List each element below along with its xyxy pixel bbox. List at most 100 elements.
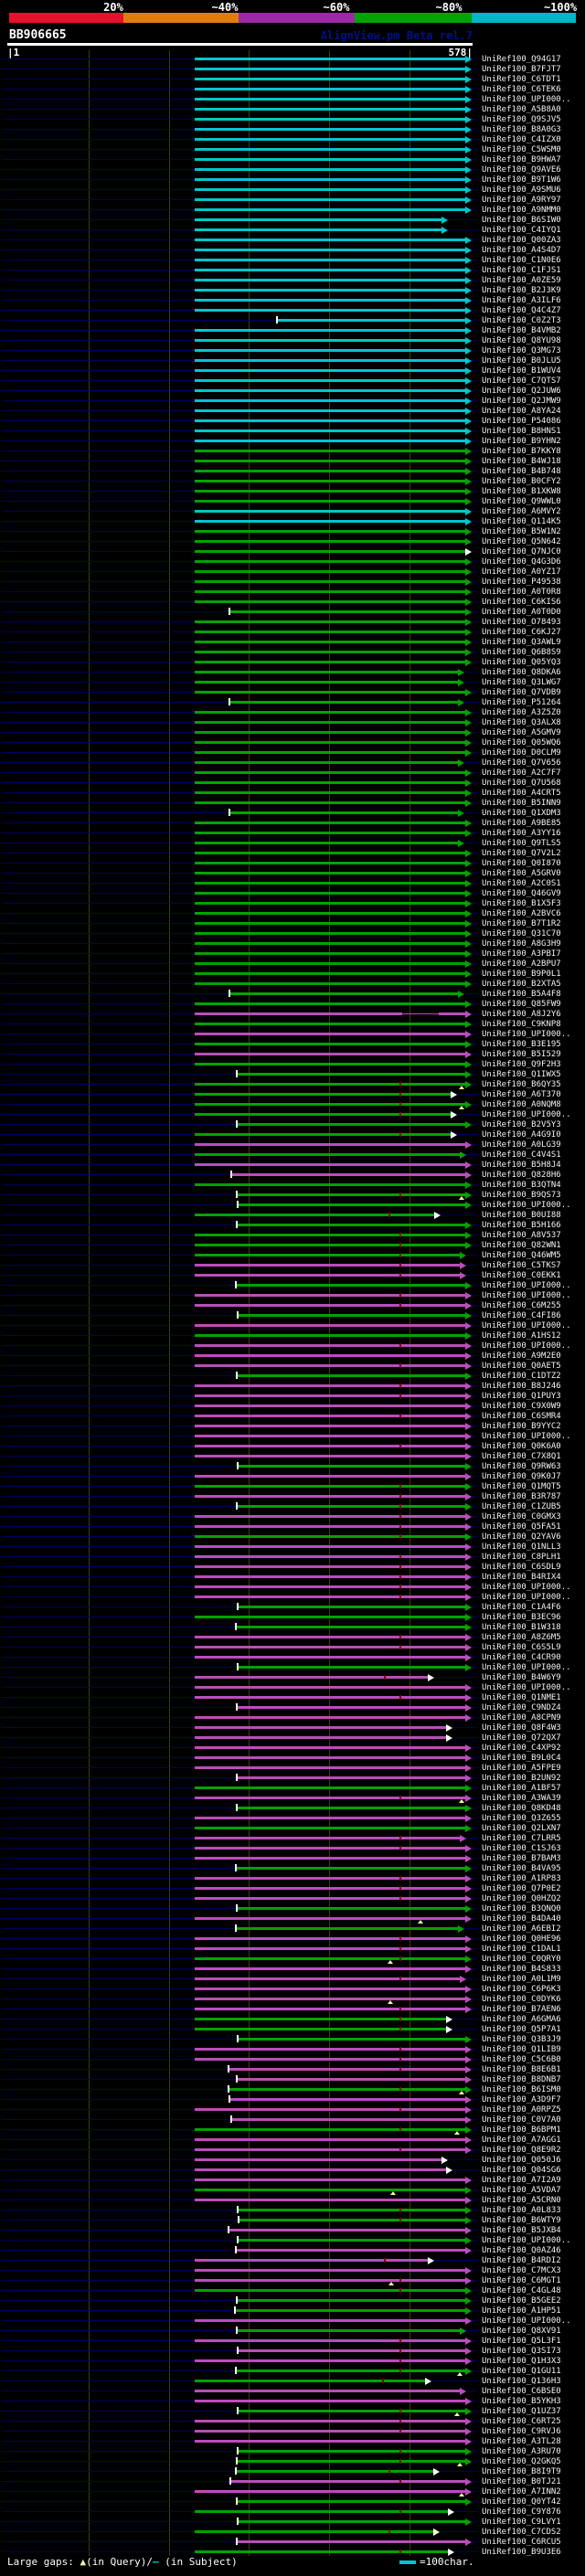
row-label[interactable]: UniRef100_Q9WWL0 (482, 497, 561, 506)
alignment-bar[interactable] (195, 1445, 465, 1447)
alignment-bar[interactable] (195, 118, 465, 121)
row-label[interactable]: UniRef100_Q114K5 (482, 517, 561, 526)
alignment-bar[interactable] (195, 1977, 460, 1980)
alignment-bar[interactable] (195, 1405, 465, 1407)
row-label[interactable]: UniRef100_UPI000.. (482, 1281, 571, 1290)
row-label[interactable]: UniRef100_B9U3E6 (482, 2548, 561, 2557)
alignment-bar[interactable] (195, 500, 465, 503)
alignment-bar[interactable] (195, 1656, 465, 1659)
row-label[interactable]: UniRef100_UPI000.. (482, 1583, 571, 1592)
alignment-bar[interactable] (195, 711, 465, 714)
alignment-bar[interactable] (238, 2239, 465, 2242)
alignment-bar[interactable] (439, 1012, 465, 1015)
row-label[interactable]: UniRef100_A3WA39 (482, 1794, 561, 1803)
alignment-bar[interactable] (238, 1666, 465, 1669)
row-label[interactable]: UniRef100_B5I529 (482, 1050, 561, 1059)
row-label[interactable]: UniRef100_A8Z6M5 (482, 1633, 561, 1642)
alignment-bar[interactable] (237, 2078, 465, 2081)
row-label[interactable]: UniRef100_Q3LWG7 (482, 678, 561, 687)
row-label[interactable]: UniRef100_Q136H3 (482, 2377, 561, 2386)
alignment-bar[interactable] (195, 1063, 465, 1065)
row-label[interactable]: UniRef100_A0RPZ5 (482, 2105, 561, 2115)
alignment-bar[interactable] (195, 942, 465, 945)
alignment-bar[interactable] (195, 550, 465, 553)
alignment-bar[interactable] (195, 671, 458, 673)
row-label[interactable]: UniRef100_C9X0W9 (482, 1402, 561, 1411)
row-label[interactable]: UniRef100_Q6B8S9 (482, 648, 561, 657)
row-label[interactable]: UniRef100_A3Z5Z0 (482, 708, 561, 717)
row-label[interactable]: UniRef100_A3TL28 (482, 2437, 561, 2446)
alignment-bar[interactable] (195, 379, 465, 382)
alignment-bar[interactable] (195, 1093, 451, 1096)
row-label[interactable]: UniRef100_B8E6B1 (482, 2065, 561, 2074)
row-label[interactable]: UniRef100_B8HNS1 (482, 427, 561, 436)
row-label[interactable]: UniRef100_A0L833 (482, 2206, 561, 2215)
alignment-bar[interactable] (195, 1133, 451, 1136)
alignment-bar[interactable] (195, 2550, 448, 2553)
row-label[interactable]: UniRef100_Q3SI73 (482, 2347, 561, 2356)
row-label[interactable]: UniRef100_Q8XV91 (482, 2327, 561, 2336)
row-label[interactable]: UniRef100_Q1GU11 (482, 2367, 561, 2376)
alignment-bar[interactable] (195, 641, 465, 643)
row-label[interactable]: UniRef100_Q7VDB9 (482, 688, 561, 697)
alignment-bar[interactable] (195, 1475, 465, 1478)
row-label[interactable]: UniRef100_B9YHN2 (482, 437, 561, 446)
alignment-bar[interactable] (195, 2128, 465, 2131)
alignment-bar[interactable] (195, 1988, 465, 1990)
row-label[interactable]: UniRef100_C7CDS2 (482, 2528, 561, 2537)
row-label[interactable]: UniRef100_C7MCX3 (482, 2266, 561, 2275)
row-label[interactable]: UniRef100_B7BAM3 (482, 1854, 561, 1863)
row-label[interactable]: UniRef100_P49538 (482, 578, 561, 587)
alignment-bar[interactable] (236, 1284, 465, 1287)
row-label[interactable]: UniRef100_Q31C70 (482, 929, 561, 938)
row-label[interactable]: UniRef100_Q1NLL3 (482, 1542, 561, 1552)
alignment-bar[interactable] (195, 1786, 465, 1789)
alignment-bar[interactable] (195, 1113, 451, 1116)
alignment-bar[interactable] (195, 2430, 465, 2433)
row-label[interactable]: UniRef100_C0DYK6 (482, 1995, 561, 2004)
alignment-bar[interactable] (195, 1384, 465, 1387)
row-label[interactable]: UniRef100_A2BVC6 (482, 909, 561, 918)
alignment-bar[interactable] (195, 1585, 465, 1588)
row-label[interactable]: UniRef100_A7I2A9 (482, 2176, 561, 2185)
alignment-bar[interactable] (195, 2028, 446, 2030)
row-label[interactable]: UniRef100_C6TDT1 (482, 75, 561, 84)
alignment-bar[interactable] (195, 852, 465, 854)
row-label[interactable]: UniRef100_C7QTS7 (482, 376, 561, 386)
row-label[interactable]: UniRef100_B4B748 (482, 467, 561, 476)
row-label[interactable]: UniRef100_A1HP51 (482, 2306, 561, 2316)
alignment-bar[interactable] (195, 962, 465, 965)
row-label[interactable]: UniRef100_A0T0R8 (482, 588, 561, 597)
row-label[interactable]: UniRef100_B9QS73 (482, 1191, 561, 1200)
row-label[interactable]: UniRef100_A5FPE9 (482, 1764, 561, 1773)
alignment-bar[interactable] (195, 1525, 465, 1528)
row-label[interactable]: UniRef100_B4RIX4 (482, 1573, 561, 1582)
alignment-bar[interactable] (195, 1214, 434, 1216)
alignment-bar[interactable] (195, 791, 465, 794)
row-label[interactable]: UniRef100_A6EBI2 (482, 1924, 561, 1934)
row-label[interactable]: UniRef100_Q2YAV6 (482, 1532, 561, 1542)
alignment-bar[interactable] (195, 631, 465, 633)
alignment-bar[interactable] (195, 399, 465, 402)
alignment-bar[interactable] (195, 1264, 460, 1267)
alignment-bar[interactable] (277, 319, 465, 322)
alignment-bar[interactable] (195, 2168, 446, 2171)
row-label[interactable]: UniRef100_UPI000.. (482, 1291, 571, 1300)
alignment-bar[interactable] (195, 259, 465, 261)
alignment-bar[interactable] (229, 811, 458, 814)
alignment-bar[interactable] (195, 590, 465, 593)
alignment-bar[interactable] (238, 2209, 465, 2211)
row-label[interactable]: UniRef100_UPI000.. (482, 1593, 571, 1602)
alignment-bar[interactable] (195, 1334, 465, 1337)
alignment-bar[interactable] (195, 2530, 433, 2533)
alignment-bar[interactable] (195, 1435, 465, 1437)
row-label[interactable]: UniRef100_C6TEK6 (482, 85, 561, 94)
alignment-bar[interactable] (195, 1676, 428, 1679)
alignment-bar[interactable] (195, 2279, 465, 2282)
alignment-bar[interactable] (195, 2380, 425, 2382)
alignment-bar[interactable] (195, 198, 465, 201)
alignment-bar[interactable] (195, 108, 465, 111)
alignment-bar[interactable] (195, 1324, 465, 1327)
alignment-bar[interactable] (195, 2339, 465, 2342)
alignment-bar[interactable] (238, 2349, 465, 2352)
